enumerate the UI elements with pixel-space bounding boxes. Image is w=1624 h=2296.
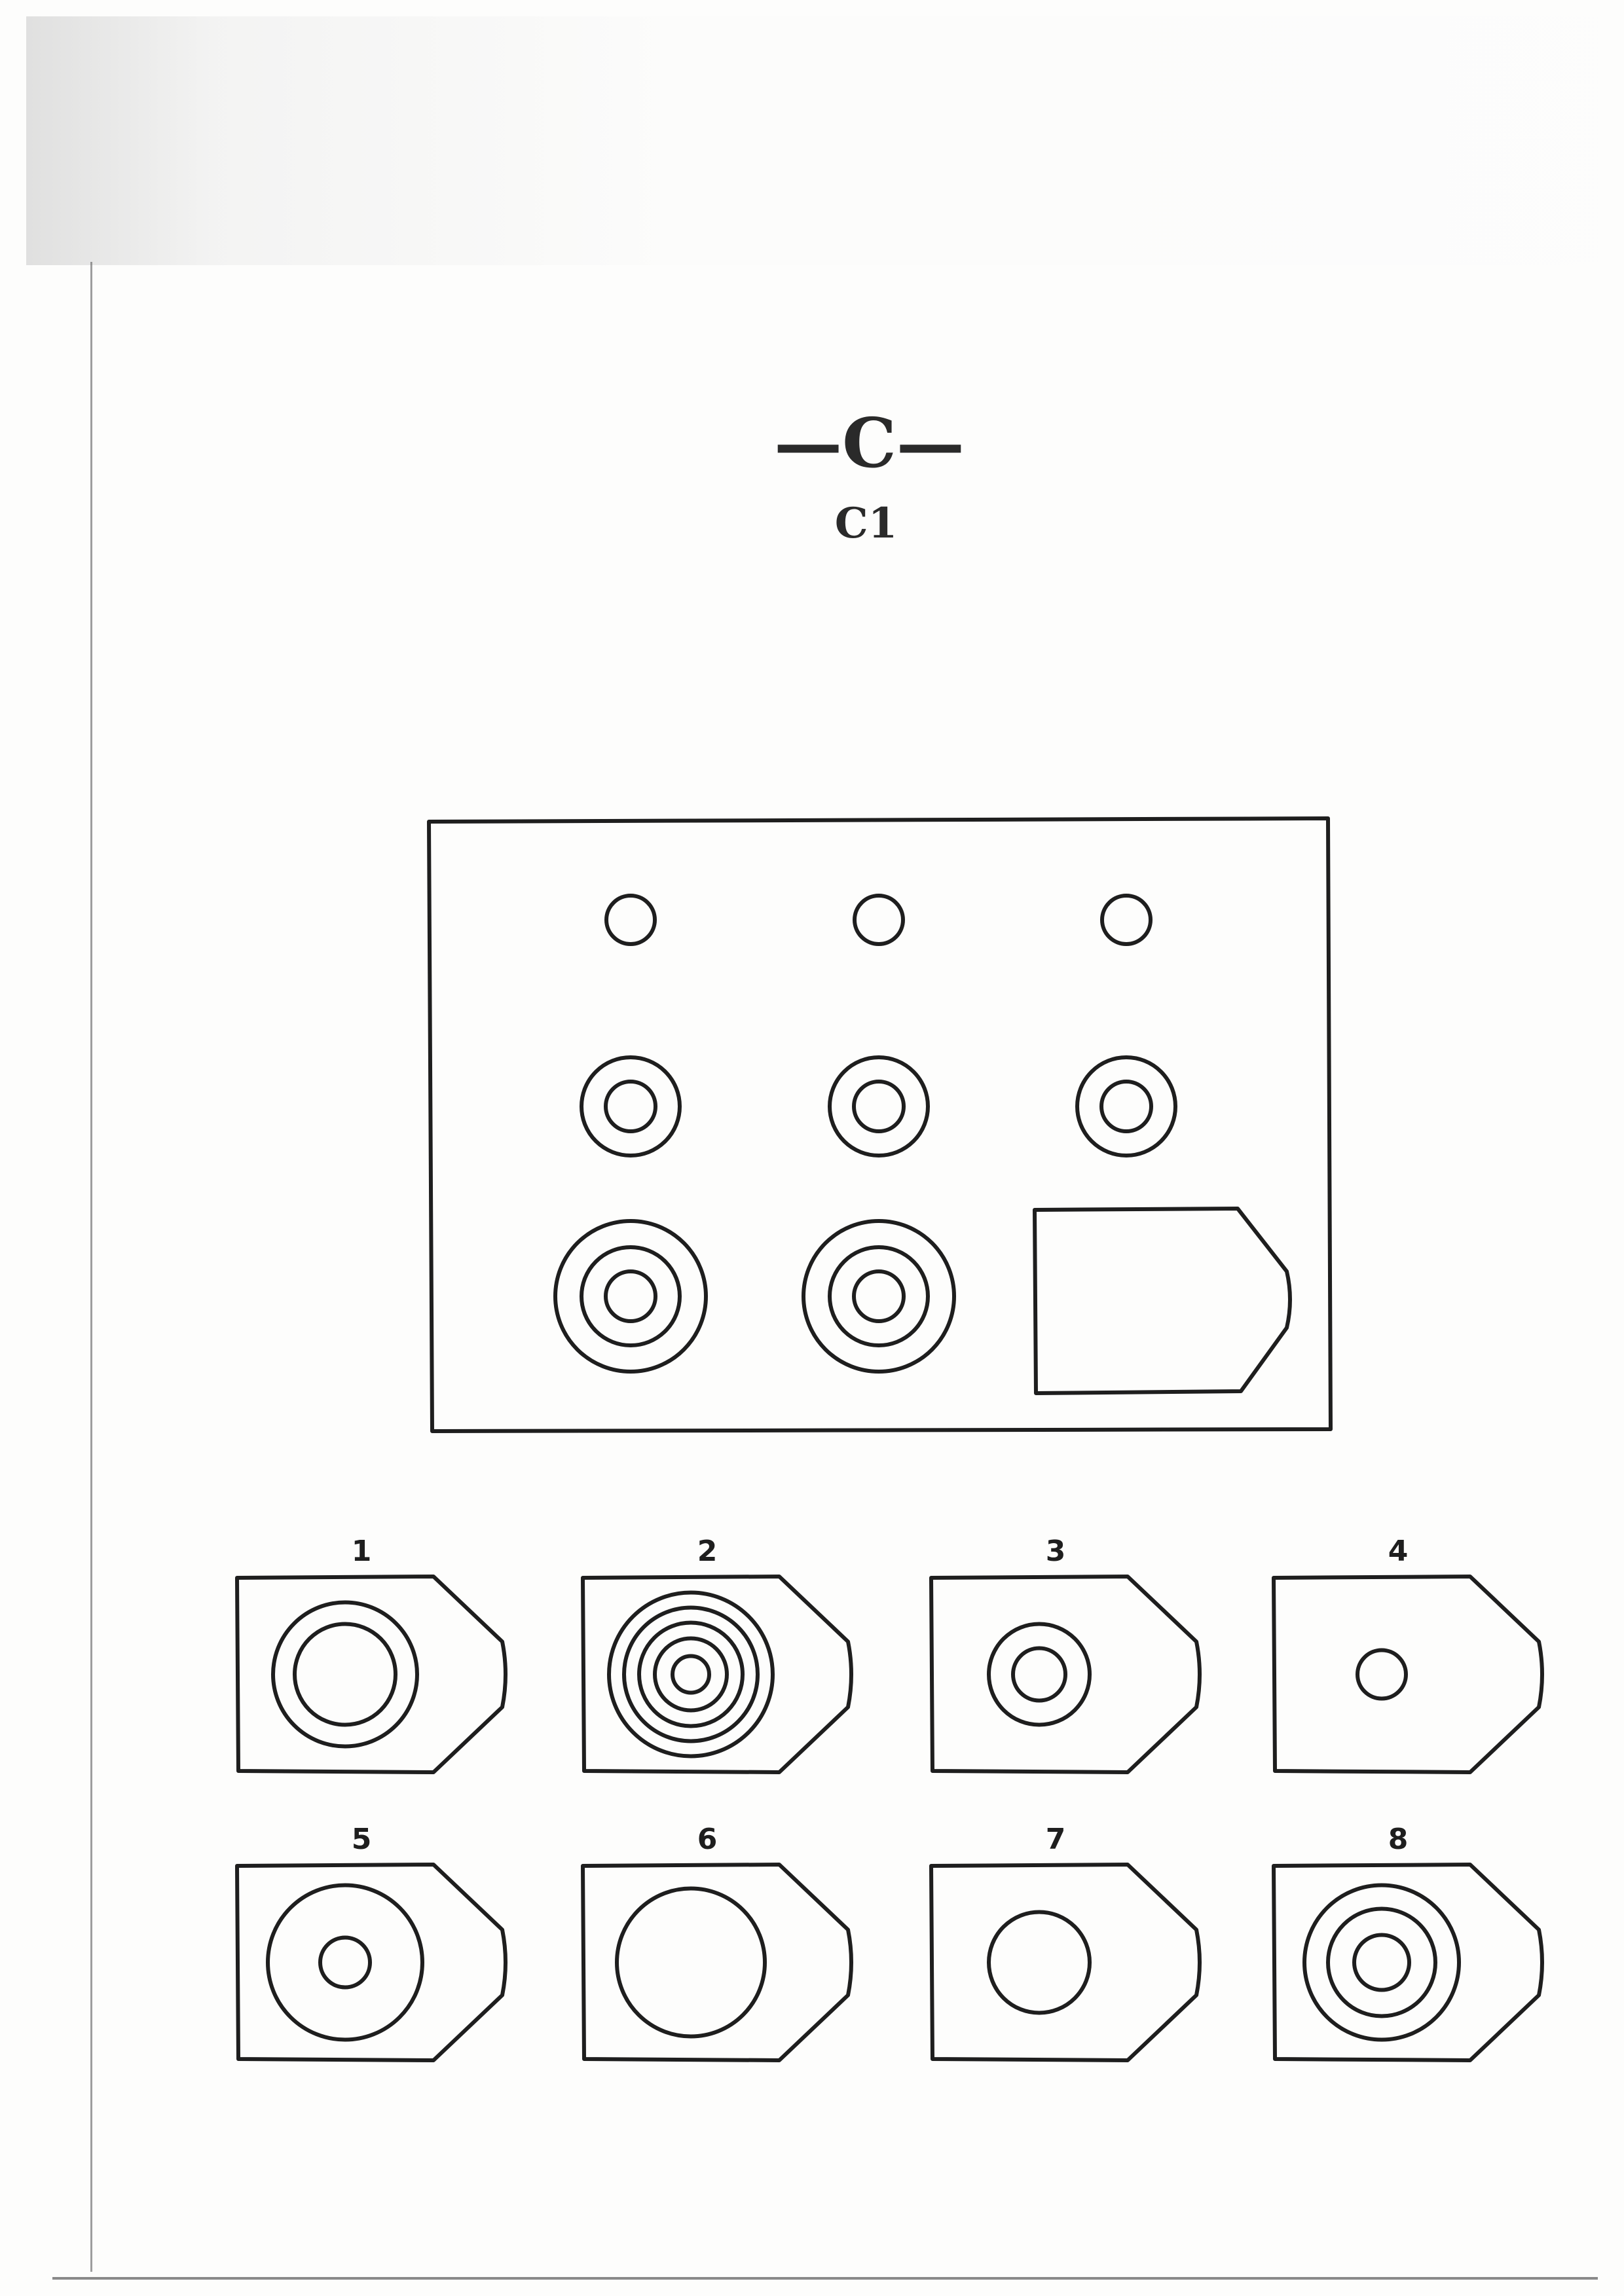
scan-shading xyxy=(26,16,1598,265)
option-number: 7 xyxy=(1046,1823,1066,1856)
ring xyxy=(828,1055,930,1157)
option-5: 5 xyxy=(235,1823,507,2062)
option-2: 2 xyxy=(581,1535,853,1774)
matrix-cell xyxy=(1033,1207,1292,1395)
ring xyxy=(1011,1646,1067,1703)
ring xyxy=(607,1590,775,1758)
option-cell-shape xyxy=(235,1575,507,1774)
option-7: 7 xyxy=(929,1823,1202,2062)
option-cell-shape xyxy=(1272,1575,1544,1774)
ring xyxy=(987,1910,1092,2015)
ring xyxy=(1326,1906,1437,2018)
option-number: 6 xyxy=(697,1823,718,1856)
ring xyxy=(802,1219,956,1374)
ring xyxy=(828,1245,930,1347)
matrix-cell xyxy=(1075,1055,1177,1157)
section-title: —C— xyxy=(774,403,965,483)
ring xyxy=(852,1080,906,1133)
ring xyxy=(580,1055,682,1157)
matrix-cells xyxy=(553,894,1292,1395)
matrix-cell xyxy=(1100,894,1153,946)
option-number: 3 xyxy=(1046,1535,1066,1568)
missing-answer-cell xyxy=(1033,1207,1292,1395)
matrix-cell xyxy=(828,1055,930,1157)
ring xyxy=(615,1886,767,2039)
ring xyxy=(1099,1080,1153,1133)
option-1: 1 xyxy=(235,1535,507,1774)
option-number: 2 xyxy=(697,1535,718,1568)
scan-left-edge-line xyxy=(90,262,92,2272)
scan-bottom-edge-line xyxy=(52,2277,1598,2280)
ring xyxy=(266,1883,424,2042)
ring xyxy=(1075,1055,1177,1157)
ring xyxy=(671,1654,711,1695)
ring xyxy=(637,1620,745,1728)
matrix-cell xyxy=(580,1055,682,1157)
option-number: 5 xyxy=(352,1823,372,1856)
option-3: 3 xyxy=(929,1535,1202,1774)
ring xyxy=(604,1269,657,1323)
option-number: 4 xyxy=(1388,1535,1409,1568)
option-cell-shape xyxy=(1272,1863,1544,2062)
ring xyxy=(1352,1933,1411,1992)
ring xyxy=(1356,1648,1408,1701)
option-8: 8 xyxy=(1272,1823,1544,2062)
ring xyxy=(622,1605,760,1743)
option-4: 4 xyxy=(1272,1535,1544,1774)
item-number: C1 xyxy=(834,499,898,548)
option-cell-shape xyxy=(929,1575,1202,1774)
ring xyxy=(1100,894,1153,946)
option-cell-shape xyxy=(235,1863,507,2062)
ring xyxy=(293,1622,397,1727)
option-number: 8 xyxy=(1388,1823,1409,1856)
ring xyxy=(553,1219,708,1374)
matrix-frame xyxy=(427,816,1333,1433)
option-cell-shape xyxy=(581,1863,853,2062)
option-number: 1 xyxy=(352,1535,372,1568)
ring xyxy=(580,1245,682,1347)
ring xyxy=(1302,1883,1461,2042)
ring xyxy=(604,1080,657,1133)
ring xyxy=(271,1600,419,1749)
ring xyxy=(604,894,657,946)
matrix-cell xyxy=(802,1219,956,1374)
ring xyxy=(853,894,905,946)
answer-options: 1 2 3 4 5 6 7 8 xyxy=(235,1535,1544,2062)
option-cell-shape xyxy=(581,1575,853,1774)
option-cell-shape xyxy=(929,1863,1202,2062)
ring xyxy=(318,1935,372,1990)
option-6: 6 xyxy=(581,1823,853,2062)
matrix-cell xyxy=(853,894,905,946)
ring xyxy=(852,1269,906,1323)
ring xyxy=(987,1622,1092,1727)
matrix-cell xyxy=(604,894,657,946)
ring xyxy=(653,1636,729,1713)
matrix-cell xyxy=(553,1219,708,1374)
